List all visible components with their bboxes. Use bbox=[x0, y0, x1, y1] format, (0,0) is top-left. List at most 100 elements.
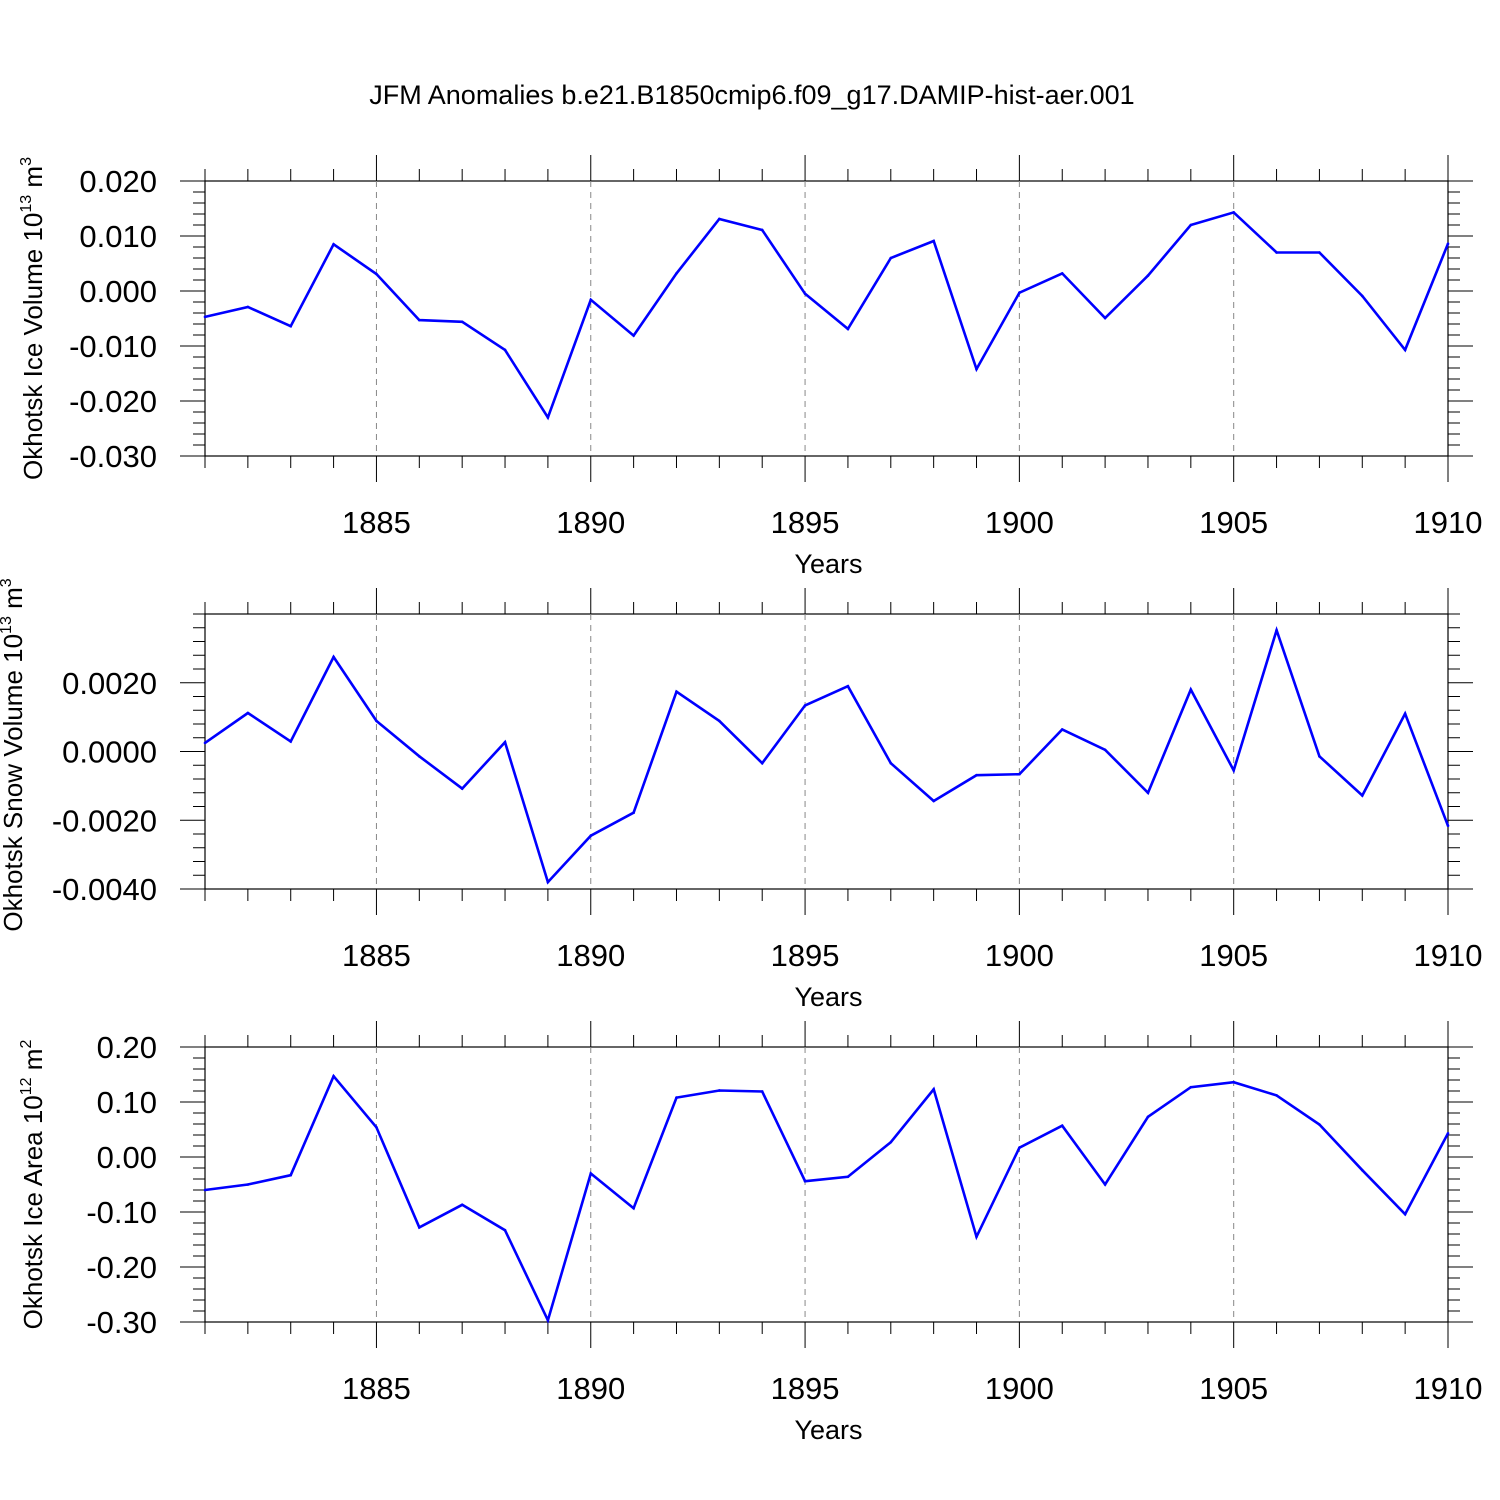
y-tick-label: 0.010 bbox=[79, 219, 157, 254]
y-tick-label: 0.0020 bbox=[62, 666, 157, 701]
data-point bbox=[760, 228, 764, 232]
data-point bbox=[1446, 824, 1450, 828]
y-tick-label: -0.0020 bbox=[52, 803, 157, 838]
data-point bbox=[289, 740, 293, 743]
data-point bbox=[332, 655, 335, 659]
data-point bbox=[375, 272, 378, 276]
x-tick-label: 1910 bbox=[1414, 938, 1483, 973]
panel-ice-area: 1885 1890 1895 1900 1905 1910 Years 0.20 0.10 0.0… bbox=[18, 1021, 1482, 1445]
data-point bbox=[889, 1140, 893, 1144]
data-point bbox=[1360, 1168, 1364, 1172]
plot-frame bbox=[204, 1046, 1449, 1323]
x-tick-label: 1895 bbox=[771, 1371, 840, 1406]
data-point bbox=[1275, 251, 1278, 254]
data-point bbox=[1146, 1115, 1150, 1119]
data-point bbox=[332, 242, 335, 246]
x-axis-label: Years bbox=[794, 1415, 862, 1445]
data-point bbox=[1232, 211, 1235, 214]
data-point bbox=[632, 334, 635, 337]
data-point bbox=[589, 834, 593, 838]
data-point bbox=[1318, 755, 1321, 758]
data-point bbox=[418, 318, 421, 322]
data-point bbox=[846, 684, 850, 688]
data-point bbox=[932, 1088, 935, 1091]
panel-snow-volume: 1885 1890 1895 1900 1905 1910 Years 0.0020 0.000… bbox=[0, 578, 1482, 1012]
data-point bbox=[1189, 223, 1193, 227]
data-point bbox=[1360, 794, 1364, 797]
data-point bbox=[460, 787, 464, 790]
data-point bbox=[803, 704, 807, 707]
y-axis-label: Okhotsk Snow Volume 1013 m3 bbox=[0, 578, 28, 931]
x-tick-label: 1885 bbox=[342, 505, 411, 540]
data-point bbox=[246, 305, 250, 309]
x-tick-label: 1910 bbox=[1414, 505, 1483, 540]
data-point bbox=[546, 1319, 550, 1322]
data-point bbox=[1275, 628, 1278, 632]
data-point bbox=[503, 740, 507, 744]
plot-frame bbox=[204, 180, 1449, 457]
data-point bbox=[1060, 728, 1064, 731]
data-point bbox=[503, 1228, 507, 1232]
data-point bbox=[675, 690, 678, 693]
x-axis-label: Years bbox=[794, 549, 862, 579]
data-point bbox=[846, 327, 850, 331]
y-tick-label: -0.30 bbox=[86, 1305, 157, 1340]
data-point bbox=[846, 1175, 850, 1179]
data-point bbox=[460, 1203, 464, 1207]
x-tick-label: 1885 bbox=[342, 1371, 411, 1406]
data-point bbox=[203, 315, 207, 319]
data-point bbox=[760, 1090, 764, 1093]
data-point bbox=[246, 1183, 250, 1186]
y-tick-label: 0.000 bbox=[79, 274, 157, 309]
data-point bbox=[718, 719, 721, 723]
data-point bbox=[675, 1096, 678, 1099]
data-point bbox=[1018, 291, 1021, 294]
y-tick-label: -0.0040 bbox=[52, 872, 157, 907]
y-tick-label: -0.030 bbox=[69, 439, 157, 474]
panel-ice-volume: 1885 1890 1895 1900 1905 1910 Years 0.020 0.010 0… bbox=[18, 155, 1482, 579]
data-point bbox=[889, 761, 893, 765]
x-tick-label: 1900 bbox=[985, 505, 1054, 540]
data-point bbox=[589, 1172, 593, 1175]
data-point bbox=[289, 1173, 293, 1177]
data-point bbox=[418, 755, 421, 758]
x-tick-label: 1895 bbox=[771, 505, 840, 540]
data-point bbox=[460, 320, 464, 324]
data-point bbox=[1232, 769, 1235, 772]
data-point bbox=[718, 1089, 721, 1092]
plot-frame bbox=[204, 613, 1449, 890]
x-tick-label: 1900 bbox=[985, 938, 1054, 973]
data-point bbox=[760, 761, 764, 765]
data-point bbox=[246, 711, 250, 715]
y-tick-label: 0.0000 bbox=[62, 735, 157, 770]
data-point bbox=[546, 416, 550, 419]
data-point bbox=[803, 292, 807, 296]
y-tick-label: 0.020 bbox=[79, 164, 157, 199]
series-line bbox=[204, 1073, 1450, 1324]
data-point bbox=[375, 1126, 378, 1129]
data-point bbox=[889, 256, 893, 260]
data-point bbox=[1403, 1212, 1407, 1216]
data-point bbox=[718, 217, 721, 221]
x-tick-label: 1890 bbox=[556, 1371, 625, 1406]
data-point bbox=[975, 367, 978, 371]
series-line bbox=[204, 625, 1450, 885]
data-point bbox=[1446, 1132, 1450, 1135]
data-point bbox=[1103, 1183, 1107, 1186]
y-axis-label: Okhotsk Ice Area 1012 m2 bbox=[18, 1040, 48, 1330]
data-point bbox=[932, 239, 935, 243]
data-point bbox=[1146, 274, 1150, 277]
y-tick-label: 0.10 bbox=[97, 1085, 157, 1120]
data-point bbox=[1060, 1124, 1064, 1127]
x-tick-label: 1890 bbox=[556, 938, 625, 973]
data-point bbox=[632, 811, 635, 814]
data-point bbox=[975, 773, 978, 777]
data-point bbox=[332, 1074, 335, 1078]
data-point bbox=[546, 880, 550, 884]
data-point bbox=[1232, 1080, 1235, 1084]
data-point bbox=[1103, 748, 1107, 752]
data-point bbox=[1060, 272, 1064, 275]
data-point bbox=[1018, 1146, 1021, 1149]
chart-title: JFM Anomalies b.e21.B1850cmip6.f09_g17.D… bbox=[369, 80, 1134, 110]
